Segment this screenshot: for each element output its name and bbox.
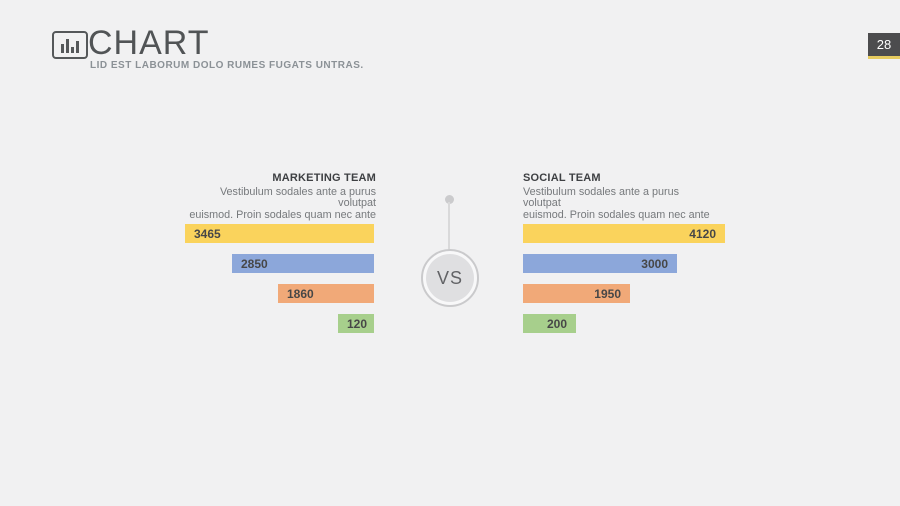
vs-label: VS — [436, 267, 463, 288]
page-title: CHART — [88, 24, 210, 62]
social-team-panel-text: SOCIAL TEAM Vestibulum sodales ante a pu… — [523, 172, 719, 221]
social-team-bars: 4120 3000 1950 200 — [523, 224, 725, 344]
bar-value-label: 200 — [546, 316, 567, 331]
bar-value-label: 2850 — [241, 256, 268, 271]
page-number: 28 — [876, 37, 892, 52]
vs-connector-line — [448, 202, 450, 252]
bar-value-label: 1860 — [287, 286, 314, 301]
bar-value-label: 1950 — [594, 286, 621, 301]
panel-description-line: Vestibulum sodales ante a purus volutpat — [523, 186, 680, 210]
marketing-team-bars: 3465 2850 1860 120 — [185, 224, 374, 344]
bar-value-label: 4120 — [689, 226, 716, 241]
panel-description-line: euismod. Proin sodales quam nec ante — [523, 208, 710, 221]
bar-chart-icon — [52, 31, 88, 59]
vs-circle: VS — [421, 249, 479, 307]
bar-blue: 3000 — [523, 254, 677, 273]
bar-value-label: 120 — [347, 316, 368, 331]
panel-title: SOCIAL TEAM — [523, 172, 601, 184]
bar-yellow: 4120 — [523, 224, 725, 243]
bar-yellow: 3465 — [185, 224, 374, 243]
bar-orange: 1950 — [523, 284, 630, 303]
page-number-badge: 28 — [868, 33, 900, 59]
bar-orange: 1860 — [278, 284, 374, 303]
marketing-team-panel-text: MARKETING TEAM Vestibulum sodales ante a… — [180, 172, 376, 221]
bar-value-label: 3465 — [194, 226, 221, 241]
bar-value-label: 3000 — [641, 256, 668, 271]
bar-green: 120 — [338, 314, 374, 333]
page-subtitle: LID EST LABORUM DOLO RUMES FUGATS UNTRAS… — [90, 60, 364, 71]
bar-blue: 2850 — [232, 254, 374, 273]
panel-title: MARKETING TEAM — [272, 172, 376, 184]
vs-connector-dot — [445, 195, 454, 204]
bar-green: 200 — [523, 314, 576, 333]
panel-description-line: Vestibulum sodales ante a purus volutpat — [219, 186, 376, 210]
panel-description-line: euismod. Proin sodales quam nec ante — [189, 208, 376, 221]
